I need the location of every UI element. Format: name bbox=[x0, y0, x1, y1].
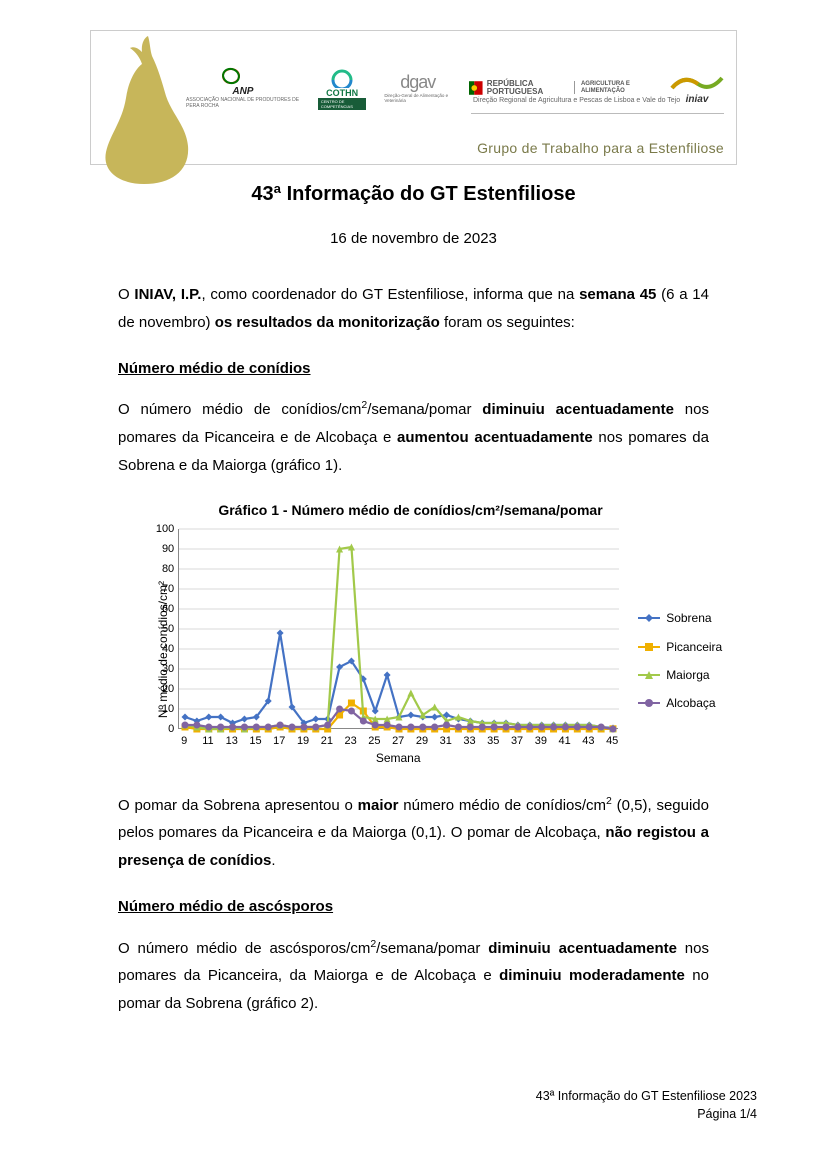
chart-xticks: 9111315171921232527293133353739414345 bbox=[178, 729, 618, 745]
page-title: 43ª Informação do GT Estenfiliose bbox=[70, 183, 757, 206]
section1-heading: Número médio de conídios bbox=[118, 355, 709, 383]
intro-paragraph: O INIAV, I.P., como coordenador do GT Es… bbox=[118, 281, 709, 337]
chart-yticks: 0102030405060708090100 bbox=[150, 529, 176, 729]
logo-dgav: dgav Direção-Geral de Alimentação e Vete… bbox=[384, 72, 451, 103]
header-banner: ANP ASSOCIAÇÃO NACIONAL DE PRODUTORES DE… bbox=[90, 30, 737, 165]
legend-item: Maiorga bbox=[638, 664, 722, 686]
section1-p1: O número médio de conídios/cm2/semana/po… bbox=[118, 396, 709, 479]
date: 16 de novembro de 2023 bbox=[70, 230, 757, 247]
footer-line1: 43ª Informação do GT Estenfiliose 2023 bbox=[536, 1088, 757, 1106]
regional-label: Direção Regional de Agricultura e Pescas… bbox=[473, 97, 680, 104]
legend-item: Sobrena bbox=[638, 607, 722, 629]
chart-legend: Sobrena Picanceira Maiorga Alcobaça bbox=[638, 607, 722, 720]
chart-title: Gráfico 1 - Número médio de conídios/cm²… bbox=[112, 498, 709, 524]
chart-1: Gráfico 1 - Número médio de conídios/cm²… bbox=[152, 498, 709, 770]
pear-icon bbox=[86, 26, 206, 186]
group-subtitle: Grupo de Trabalho para a Estenfiliose bbox=[477, 140, 724, 156]
section1-p2: O pomar da Sobrena apresentou o maior nú… bbox=[118, 792, 709, 875]
section2-p1: O número médio de ascósporos/cm2/semana/… bbox=[118, 935, 709, 1018]
chart-plot-area bbox=[178, 529, 618, 729]
legend-item: Alcobaça bbox=[638, 692, 722, 714]
logo-cothn: COTHN CENTRO DE COMPETÊNCIAS bbox=[318, 66, 366, 110]
footer-line2: Página 1/4 bbox=[536, 1106, 757, 1124]
logo-republica: REPÚBLICA PORTUGUESA AGRICULTURA E ALIME… bbox=[469, 79, 652, 97]
section2-heading: Número médio de ascósporos bbox=[118, 893, 709, 921]
divider bbox=[471, 113, 724, 114]
legend-item: Picanceira bbox=[638, 636, 722, 658]
page-footer: 43ª Informação do GT Estenfiliose 2023 P… bbox=[536, 1088, 757, 1123]
